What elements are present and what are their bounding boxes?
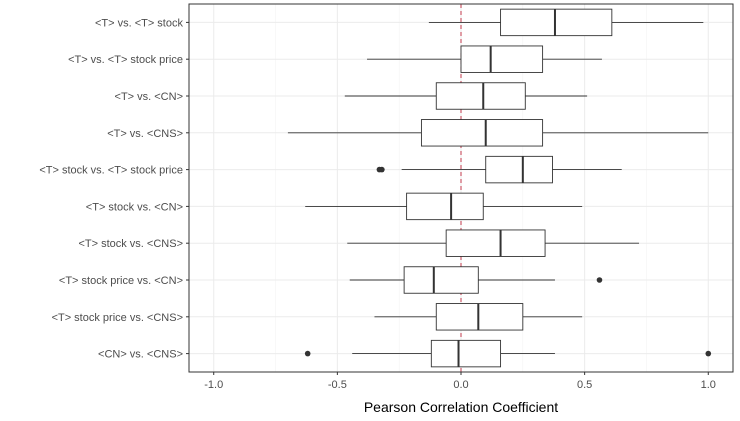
box	[445, 229, 546, 257]
box-group	[304, 339, 712, 368]
box-group	[367, 45, 602, 73]
x-axis-title: Pearson Correlation Coefficient	[364, 399, 558, 415]
box	[435, 82, 526, 110]
box	[460, 45, 544, 73]
x-tick-label: 0.0	[453, 379, 468, 391]
plot-border	[188, 3, 734, 373]
outlier-point	[705, 350, 712, 357]
y-tick-label: <T> stock vs. <CNS>	[78, 238, 183, 250]
box-group	[305, 192, 583, 221]
y-tick-label: <T> vs. <CNS>	[107, 128, 183, 140]
y-tick-label: <CN> vs. <CNS>	[98, 349, 183, 361]
outlier-point	[304, 350, 311, 357]
box-group	[287, 119, 709, 147]
box-group	[349, 266, 603, 294]
x-tick-labels: -1.0 -0.5 0.0 0.5 1.0	[204, 372, 716, 391]
y-tick-label: <T> vs. <T> stock	[95, 17, 184, 29]
box-group	[376, 155, 622, 184]
y-tick-label: <T> vs. <T> stock price	[68, 54, 183, 66]
box-group	[428, 8, 704, 37]
y-tick-label: <T> stock vs. <T> stock price	[39, 165, 183, 177]
x-tick-label: 0.5	[577, 379, 592, 391]
box-layer	[287, 8, 712, 368]
x-tick-label: 1.0	[701, 379, 716, 391]
box	[420, 119, 544, 147]
box	[403, 266, 479, 294]
y-tick-label: <T> stock price vs. <CNS>	[52, 312, 183, 324]
outlier-point	[596, 277, 603, 283]
outlier-point	[379, 166, 385, 173]
box-group	[374, 303, 583, 331]
box	[485, 155, 553, 184]
box	[406, 192, 484, 221]
box	[430, 339, 502, 368]
box-group	[344, 82, 588, 110]
y-tick-label: <T> vs. <CN>	[115, 91, 183, 103]
x-tick-label: -1.0	[204, 379, 223, 391]
y-tick-labels: <T> vs. <T> stock <T> vs. <T> stock price…	[39, 17, 189, 361]
box-group	[347, 229, 640, 257]
box	[435, 303, 524, 331]
y-tick-label: <T> stock vs. <CN>	[86, 201, 183, 213]
x-tick-label: -0.5	[328, 379, 347, 391]
y-tick-label: <T> stock price vs. <CN>	[59, 275, 183, 287]
box	[500, 8, 613, 37]
